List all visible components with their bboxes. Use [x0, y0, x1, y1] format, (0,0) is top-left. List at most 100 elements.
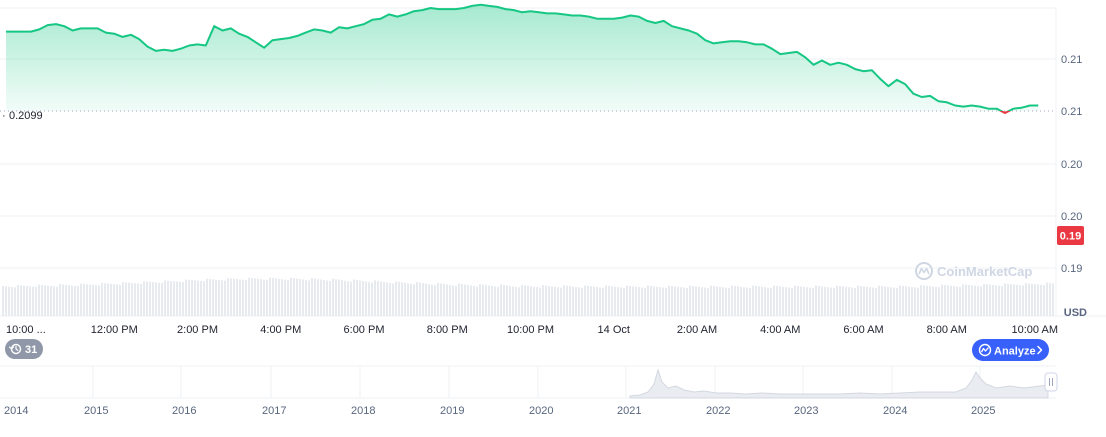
volume-bar — [38, 284, 40, 316]
volume-bar — [503, 285, 505, 316]
volume-bar — [191, 280, 193, 316]
volume-bar — [47, 285, 49, 316]
volume-bar — [464, 284, 466, 316]
volume-bar — [968, 285, 970, 316]
volume-bar — [914, 287, 916, 316]
volume-bar — [323, 280, 325, 316]
volume-bar — [653, 286, 655, 316]
volume-bar — [1037, 284, 1039, 316]
coinmarketcap-logo-icon — [915, 262, 933, 280]
volume-bar — [50, 285, 52, 316]
overview-year-label: 2019 — [440, 405, 464, 417]
volume-bar — [440, 283, 442, 316]
volume-bar — [80, 283, 82, 316]
volume-bar — [425, 283, 427, 316]
volume-bar — [545, 285, 547, 316]
volume-bar — [812, 287, 814, 316]
volume-bar — [395, 281, 397, 316]
volume-bar — [755, 285, 757, 316]
volume-bar — [689, 285, 691, 316]
x-tick-label: 8:00 AM — [927, 324, 967, 336]
volume-bar — [383, 281, 385, 316]
volume-bar — [533, 286, 535, 316]
volume-bar — [893, 287, 895, 316]
history-badge[interactable]: 31 — [5, 339, 43, 359]
volume-bar — [1022, 285, 1024, 316]
volume-bar — [587, 285, 589, 316]
history-badge-bg[interactable] — [5, 339, 43, 359]
volume-bar — [380, 281, 382, 316]
volume-bar — [1016, 284, 1018, 316]
volume-bar — [14, 287, 16, 316]
volume-bar — [716, 286, 718, 316]
volume-bar — [305, 279, 307, 316]
analyze-button-bg[interactable] — [972, 339, 1049, 361]
overview-year-label: 2022 — [706, 405, 730, 417]
price-lines[interactable] — [6, 3, 1039, 114]
volume-bar — [284, 279, 286, 316]
volume-bar — [758, 286, 760, 316]
volume-bar — [983, 283, 985, 316]
volume-bar — [491, 286, 493, 316]
volume-bar — [737, 286, 739, 316]
volume-bar — [476, 286, 478, 316]
volume-bar — [686, 287, 688, 316]
volume-bar — [332, 278, 334, 316]
volume-bar — [143, 281, 145, 316]
volume-bar — [638, 287, 640, 316]
volume-bar — [269, 277, 271, 316]
volume-bar — [656, 286, 658, 316]
overview-year-label: 2014 — [4, 405, 28, 417]
volume-bar — [521, 284, 523, 316]
price-line-up[interactable] — [6, 3, 1039, 113]
volume-bar — [98, 285, 100, 316]
x-tick-label: 8:00 PM — [427, 324, 468, 336]
volume-bar — [788, 287, 790, 316]
analyze-button[interactable]: Analyze — [972, 339, 1049, 361]
volume-bar — [641, 287, 643, 316]
volume-bar — [113, 284, 115, 316]
volume-bar — [152, 282, 154, 316]
volume-bar — [1004, 283, 1006, 316]
volume-bar — [326, 280, 328, 316]
volume-bar — [5, 286, 7, 316]
overview-history-area — [629, 368, 1049, 399]
y-tick-label: 0.19 — [1061, 263, 1082, 275]
volume-bar — [512, 286, 514, 316]
volume-bar — [110, 283, 112, 316]
current-price-tag-bg — [1057, 226, 1084, 245]
volume-bar — [566, 285, 568, 316]
volume-bar — [974, 285, 976, 316]
overview-navigator[interactable]: 2014 2015 2016 2017 2018 2019 2020 2021 2022 2023… — [0, 365, 1058, 417]
volume-bar — [437, 282, 439, 316]
volume-bar — [347, 281, 349, 316]
volume-bar — [320, 279, 322, 316]
volume-bar — [356, 280, 358, 316]
range-handle-icon[interactable] — [1044, 372, 1058, 392]
x-tick-label: 2:00 AM — [677, 324, 717, 336]
volume-bar — [248, 277, 250, 316]
volume-bar — [902, 285, 904, 316]
volume-bar — [17, 284, 19, 316]
volume-bar — [854, 288, 856, 316]
volume-bar — [872, 287, 874, 316]
volume-bar — [131, 283, 133, 316]
volume-bar — [536, 287, 538, 316]
x-axis-ticks: 10:00 ... 12:00 PM 2:00 PM 4:00 PM 6:00 PM 8:… — [6, 324, 1058, 336]
volume-bar — [458, 283, 460, 316]
volume-bar — [953, 286, 955, 316]
volume-bar — [965, 284, 967, 316]
volume-bar — [29, 286, 31, 316]
volume-bar — [785, 287, 787, 316]
volume-bar — [272, 278, 274, 316]
volume-bar — [851, 287, 853, 316]
volume-bar — [431, 284, 433, 316]
volume-bar — [797, 285, 799, 316]
volume-bar — [149, 281, 151, 316]
chevron-right-icon — [1037, 345, 1043, 355]
volume-bar — [905, 286, 907, 316]
y-tick-label: 0.20 — [1061, 211, 1082, 223]
volume-bar — [119, 284, 121, 316]
volume-bar — [278, 278, 280, 316]
